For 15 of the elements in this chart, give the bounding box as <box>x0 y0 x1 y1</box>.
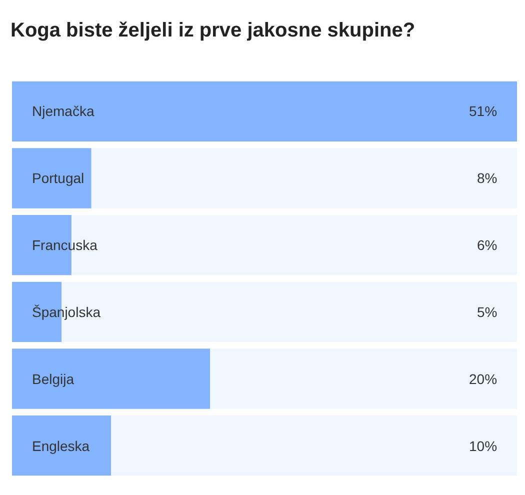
bar <box>12 148 92 208</box>
chart-title: Koga biste željeli iz prve jakosne skupine? <box>10 19 416 42</box>
y-tick-label: Belgija <box>32 371 74 387</box>
y-tick-label: Francuska <box>32 237 98 253</box>
data-label: 10% <box>469 438 498 454</box>
data-label: 6% <box>477 237 498 253</box>
data-label: 8% <box>477 170 498 186</box>
y-tick-label: Njemačka <box>32 103 94 119</box>
y-tick-label: Engleska <box>32 438 90 454</box>
data-label: 5% <box>477 304 498 320</box>
data-label: 20% <box>469 371 498 387</box>
y-tick-label: Španjolska <box>32 304 101 320</box>
y-tick-label: Portugal <box>32 170 84 186</box>
data-label: 51% <box>469 103 498 119</box>
bar <box>12 416 112 476</box>
